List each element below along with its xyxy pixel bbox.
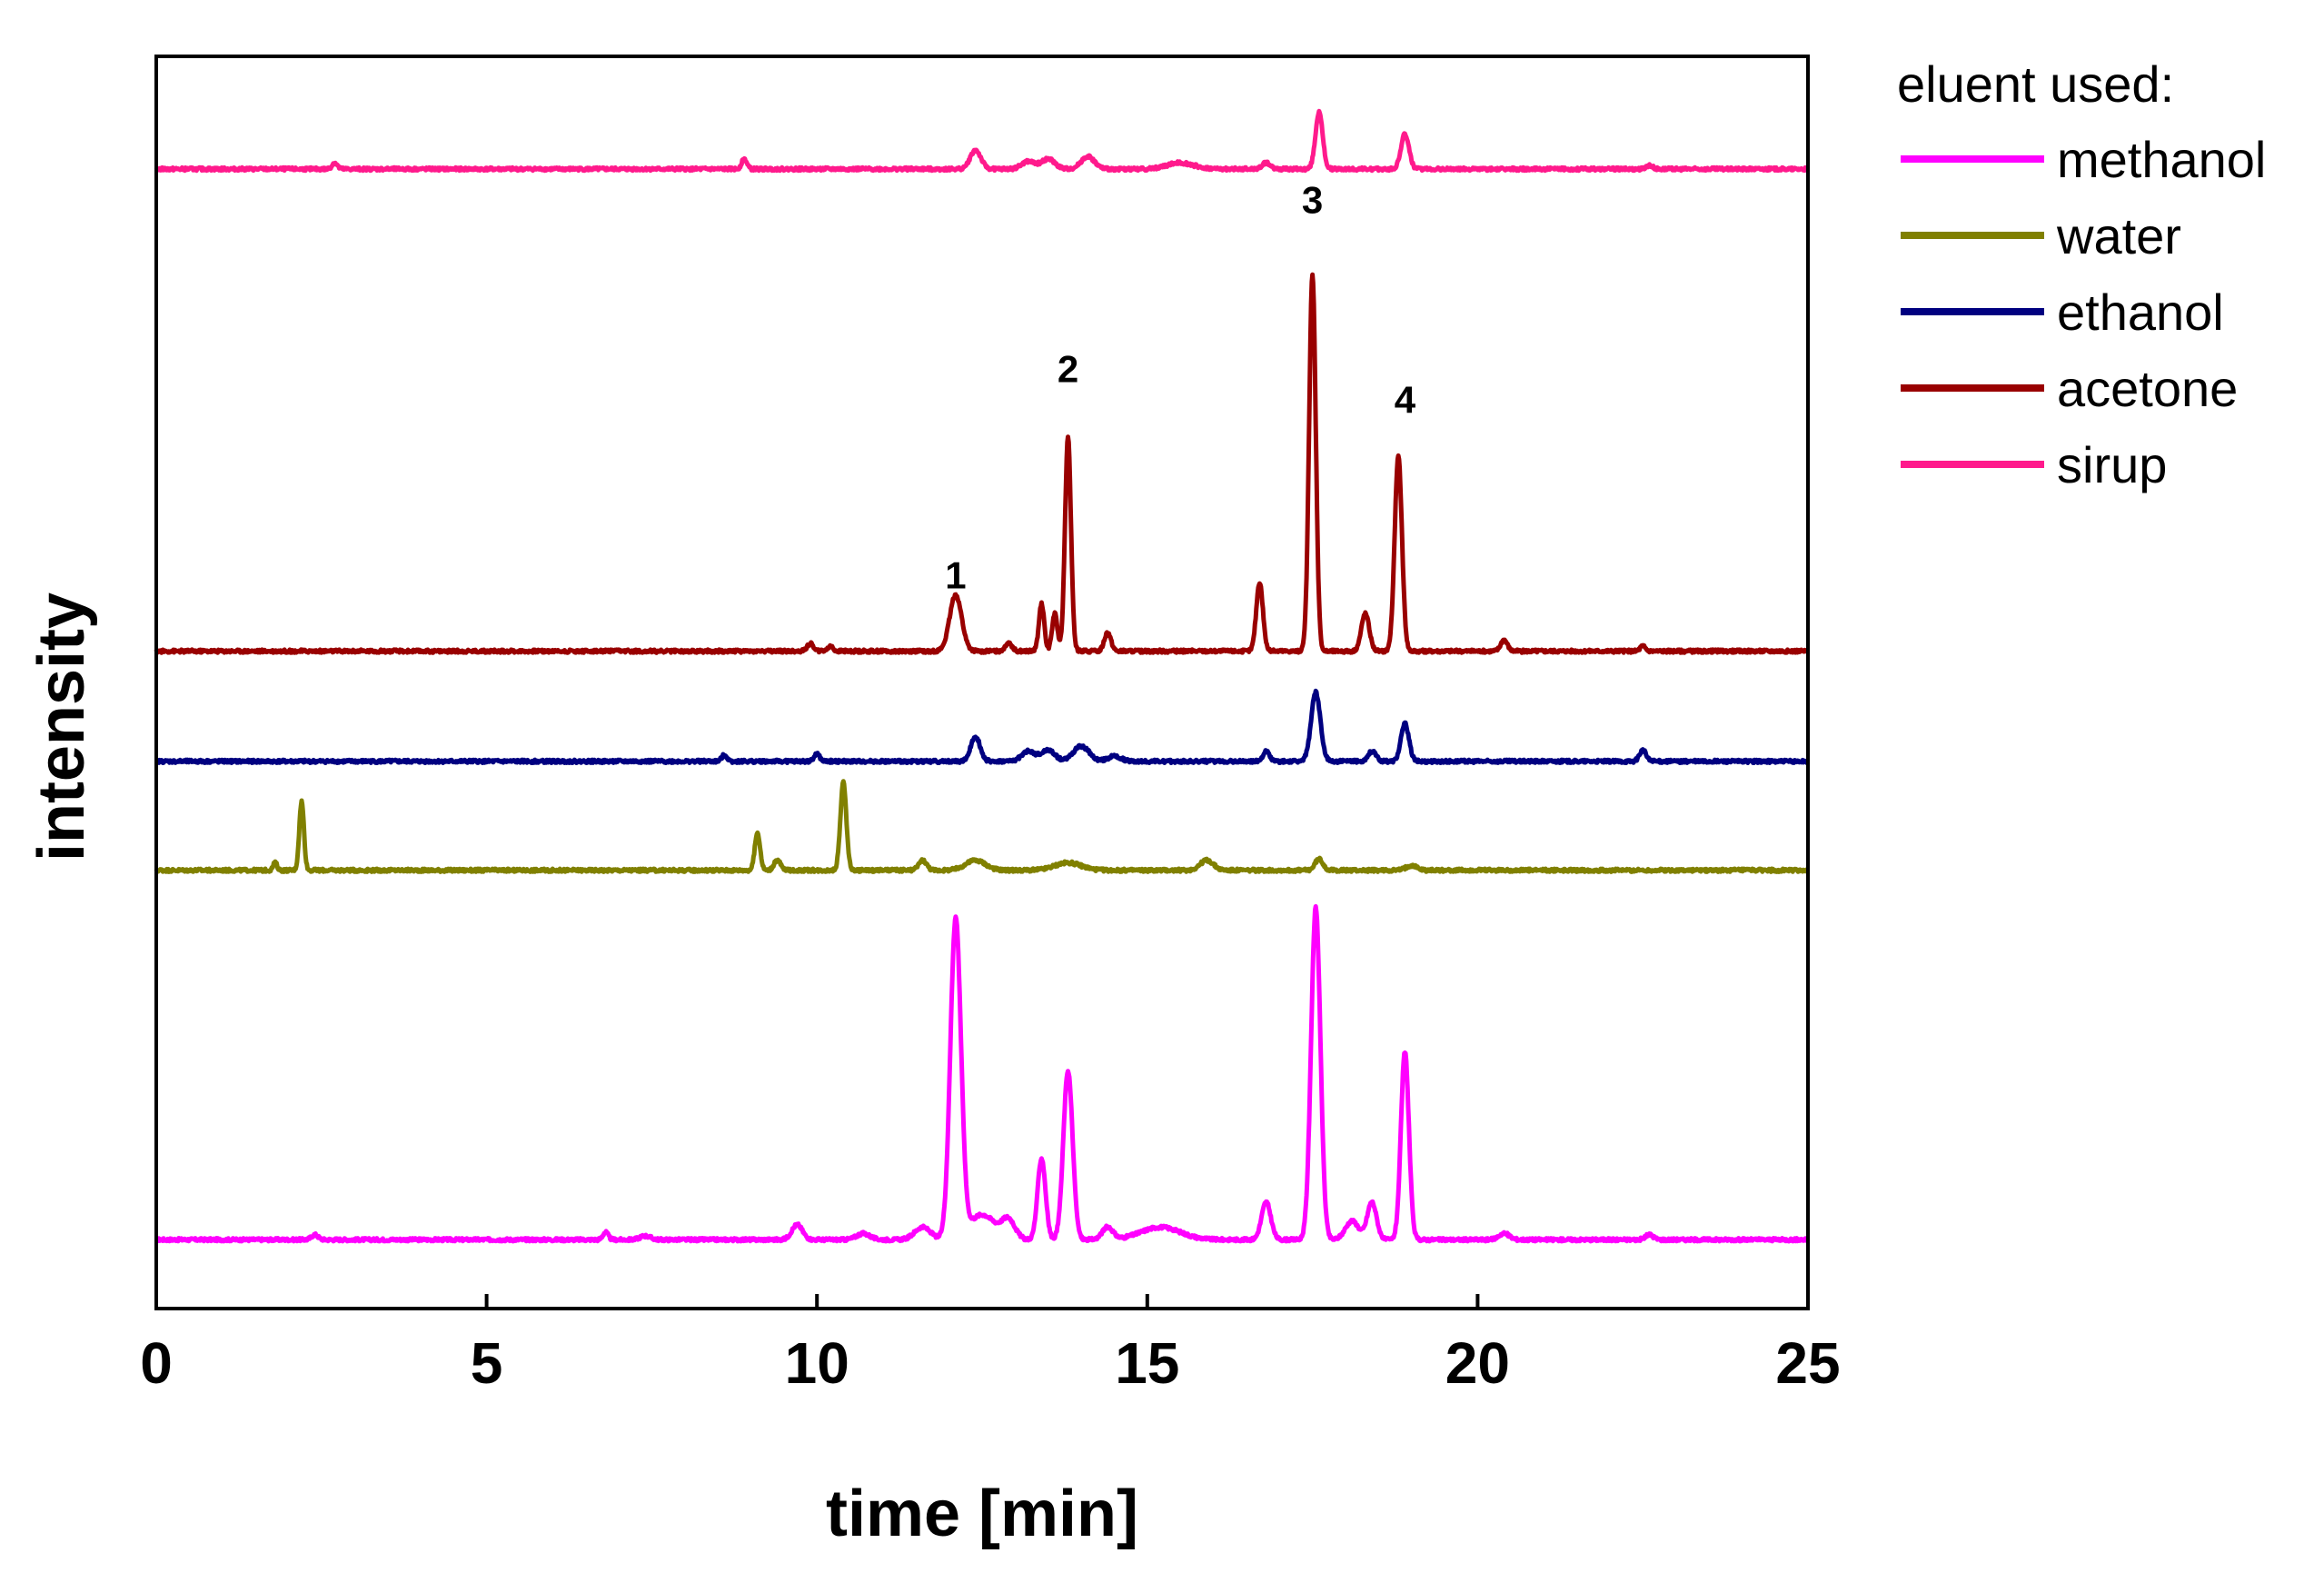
annotation-layer: 1 2 3 4 bbox=[945, 178, 1415, 596]
legend-label-water: water bbox=[2056, 207, 2181, 264]
peak-label-1: 1 bbox=[945, 554, 966, 597]
x-tick-label: 20 bbox=[1445, 1330, 1510, 1396]
series-line-acetone bbox=[154, 272, 1811, 655]
x-tick-label: 25 bbox=[1775, 1330, 1840, 1396]
legend-label-ethanol: ethanol bbox=[2057, 284, 2224, 341]
x-tick-label: 0 bbox=[140, 1330, 173, 1396]
peak-label-2: 2 bbox=[1058, 347, 1078, 390]
legend-label-methanol: methanol bbox=[2057, 131, 2266, 188]
x-axis: 0 5 10 15 20 25 bbox=[140, 1294, 1841, 1396]
y-axis-title: intensity bbox=[25, 592, 98, 861]
legend-label-acetone: acetone bbox=[2057, 360, 2238, 417]
legend: eluent used: methanol water ethanol acetone… bbox=[1897, 55, 2266, 493]
peak-label-4: 4 bbox=[1395, 379, 1416, 422]
x-axis-title: time [min] bbox=[826, 1478, 1138, 1550]
series-line-water bbox=[154, 779, 1810, 874]
legend-title: eluent used: bbox=[1897, 55, 2174, 113]
x-tick-label: 5 bbox=[471, 1330, 503, 1396]
series-line-ethanol bbox=[154, 688, 1811, 765]
series-layer bbox=[154, 108, 1811, 1244]
peak-label-3: 3 bbox=[1302, 178, 1323, 221]
plot-frame bbox=[154, 55, 1810, 1310]
plot-area bbox=[156, 56, 1808, 1309]
legend-label-sirup: sirup bbox=[2057, 436, 2167, 493]
x-tick-label: 15 bbox=[1115, 1330, 1179, 1396]
x-tick-label: 10 bbox=[785, 1330, 849, 1396]
series-line-methanol bbox=[154, 904, 1811, 1244]
series-line-sirup bbox=[154, 108, 1810, 174]
